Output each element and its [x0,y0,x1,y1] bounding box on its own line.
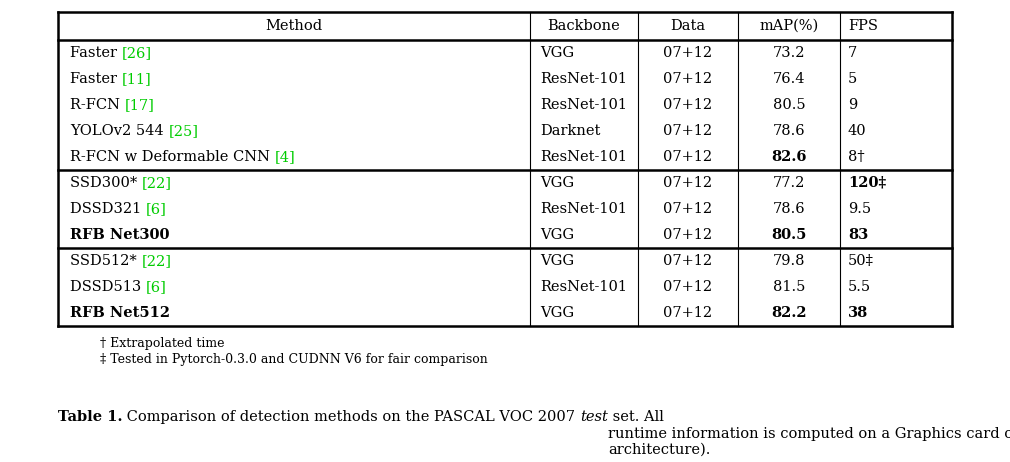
Text: Backbone: Backbone [547,19,620,33]
Text: DSSD513: DSSD513 [70,280,145,294]
Text: R-FCN w Deformable CNN: R-FCN w Deformable CNN [70,150,275,164]
Text: RFB Net300: RFB Net300 [70,228,170,242]
Text: 76.4: 76.4 [773,72,805,86]
Text: ResNet-101: ResNet-101 [540,72,627,86]
Text: 82.6: 82.6 [772,150,807,164]
Text: 07+12: 07+12 [664,254,713,268]
Text: 81.5: 81.5 [773,280,805,294]
Text: Method: Method [266,19,322,33]
Text: ResNet-101: ResNet-101 [540,150,627,164]
Text: 82.2: 82.2 [772,306,807,320]
Text: Faster: Faster [70,72,121,86]
Text: 73.2: 73.2 [773,46,805,60]
Text: 78.6: 78.6 [773,202,805,216]
Text: [6]: [6] [145,280,167,294]
Text: VGG: VGG [540,46,574,60]
Text: [6]: [6] [145,202,167,216]
Text: 07+12: 07+12 [664,306,713,320]
Text: [4]: [4] [275,150,295,164]
Text: 78.6: 78.6 [773,124,805,138]
Text: SSD300*: SSD300* [70,176,141,190]
Text: 80.5: 80.5 [773,98,805,112]
Text: Table 1.: Table 1. [58,410,122,424]
Text: 9: 9 [848,98,857,112]
Text: 120‡: 120‡ [848,176,886,190]
Text: 07+12: 07+12 [664,98,713,112]
Text: 9.5: 9.5 [848,202,871,216]
Text: ResNet-101: ResNet-101 [540,98,627,112]
Text: 77.2: 77.2 [773,176,805,190]
Text: 79.8: 79.8 [773,254,805,268]
Text: 40: 40 [848,124,867,138]
Text: Comparison of detection methods on the PASCAL VOC 2007: Comparison of detection methods on the P… [122,410,580,424]
Text: 07+12: 07+12 [664,72,713,86]
Text: 07+12: 07+12 [664,202,713,216]
Text: mAP(%): mAP(%) [760,19,819,33]
Text: 80.5: 80.5 [772,228,807,242]
Text: 50‡: 50‡ [848,254,874,268]
Text: VGG: VGG [540,254,574,268]
Text: [26]: [26] [121,46,152,60]
Text: 8†: 8† [848,150,865,164]
Text: set. All
runtime information is computed on a Graphics card of Geforce GTX Titan: set. All runtime information is computed… [608,410,1010,457]
Text: 83: 83 [848,228,869,242]
Text: RFB Net512: RFB Net512 [70,306,170,320]
Text: [17]: [17] [124,98,155,112]
Text: 38: 38 [848,306,869,320]
Text: ‡ Tested in Pytorch-0.3.0 and CUDNN V6 for fair comparison: ‡ Tested in Pytorch-0.3.0 and CUDNN V6 f… [100,353,488,366]
Text: 07+12: 07+12 [664,124,713,138]
Text: Faster: Faster [70,46,121,60]
Text: VGG: VGG [540,176,574,190]
Text: [11]: [11] [121,72,152,86]
Text: 07+12: 07+12 [664,150,713,164]
Text: [22]: [22] [141,176,172,190]
Text: 7: 7 [848,46,857,60]
Text: ResNet-101: ResNet-101 [540,202,627,216]
Text: 07+12: 07+12 [664,228,713,242]
Text: [22]: [22] [141,254,172,268]
Text: Data: Data [671,19,706,33]
Text: 5.5: 5.5 [848,280,871,294]
Text: YOLOv2 544: YOLOv2 544 [70,124,169,138]
Text: VGG: VGG [540,228,574,242]
Text: 07+12: 07+12 [664,280,713,294]
Text: R-FCN: R-FCN [70,98,124,112]
Text: test: test [580,410,608,424]
Text: 5: 5 [848,72,857,86]
Text: DSSD321: DSSD321 [70,202,145,216]
Text: ResNet-101: ResNet-101 [540,280,627,294]
Text: [25]: [25] [169,124,198,138]
Text: 07+12: 07+12 [664,46,713,60]
Text: SSD512*: SSD512* [70,254,141,268]
Text: † Extrapolated time: † Extrapolated time [100,338,224,351]
Text: Darknet: Darknet [540,124,600,138]
Text: FPS: FPS [848,19,878,33]
Text: VGG: VGG [540,306,574,320]
Text: 07+12: 07+12 [664,176,713,190]
